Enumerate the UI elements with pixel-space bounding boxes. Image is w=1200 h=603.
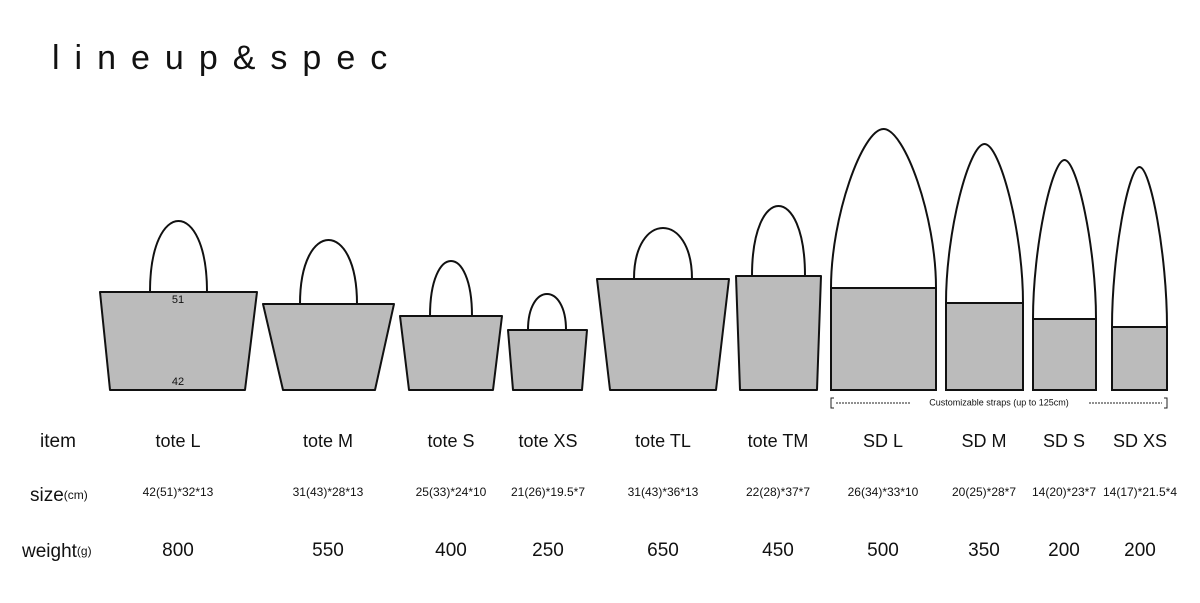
page-title: lineup&spec	[52, 39, 402, 77]
sd-body	[1032, 318, 1097, 391]
tote-handle	[429, 260, 473, 317]
item-size: 21(26)*19.5*7	[511, 485, 585, 499]
item-weight: 200	[1048, 540, 1080, 561]
item-name: tote S	[427, 431, 474, 451]
row-label-weight: weight(g)	[21, 541, 92, 562]
row-label-size: size(cm)	[30, 485, 88, 506]
item-size: 14(17)*21.5*4	[1103, 485, 1177, 499]
item-weight: 550	[312, 540, 344, 561]
tote-handle	[527, 293, 567, 331]
item-size: 26(34)*33*10	[848, 485, 919, 499]
strap-note: Customizable straps (up to 125cm)	[929, 397, 1069, 407]
item-weight: 350	[968, 540, 1000, 561]
item-name: tote XS	[518, 431, 577, 451]
item-weight: 500	[867, 540, 899, 561]
tote-handle	[149, 220, 208, 293]
tote-body	[735, 275, 822, 391]
strap-bracket	[830, 397, 1168, 409]
item-weight: 650	[647, 540, 679, 561]
item-weight: 450	[762, 540, 794, 561]
item-name: tote L	[155, 431, 200, 451]
bracket-left	[830, 397, 834, 409]
item-name: SD M	[962, 431, 1007, 451]
tote-body	[399, 315, 503, 391]
item-name: SD S	[1043, 431, 1085, 451]
sd-body	[945, 302, 1024, 391]
item-name: SD XS	[1113, 431, 1167, 451]
item-size: 22(28)*37*7	[746, 485, 810, 499]
dimension-top: 51	[172, 294, 184, 306]
size-label: size	[30, 485, 64, 506]
item-size: 42(51)*32*13	[143, 485, 214, 499]
tote-body	[262, 303, 395, 391]
item-weight: 800	[162, 540, 194, 561]
item-name: SD L	[863, 431, 903, 451]
dimension-bottom: 42	[172, 376, 184, 388]
weight-label: weight	[21, 541, 78, 562]
item-size: 31(43)*36*13	[628, 485, 699, 499]
item-weight: 400	[435, 540, 467, 561]
tote-body	[99, 291, 258, 391]
item-weight: 250	[532, 540, 564, 561]
sd-body	[1111, 326, 1168, 391]
item-size: 14(20)*23*7	[1032, 485, 1096, 499]
item-name: tote TL	[635, 431, 691, 451]
bracket-right	[1164, 397, 1168, 409]
size-unit: (cm)	[64, 488, 88, 502]
weight-unit: (g)	[77, 544, 92, 558]
item-weight: 200	[1124, 540, 1156, 561]
bag-illustrations	[99, 127, 1168, 391]
item-size: 31(43)*28*13	[293, 485, 364, 499]
tote-handle	[299, 239, 358, 305]
sd-body	[830, 287, 937, 391]
item-size: 25(33)*24*10	[416, 485, 487, 499]
row-label-item: item	[40, 431, 76, 452]
tote-body	[507, 329, 588, 391]
item-name: tote M	[303, 431, 353, 451]
item-size: 20(25)*28*7	[952, 485, 1016, 499]
tote-handle	[751, 205, 806, 277]
tote-handle	[633, 227, 693, 280]
item-name: tote TM	[748, 431, 809, 451]
tote-body	[596, 278, 730, 391]
